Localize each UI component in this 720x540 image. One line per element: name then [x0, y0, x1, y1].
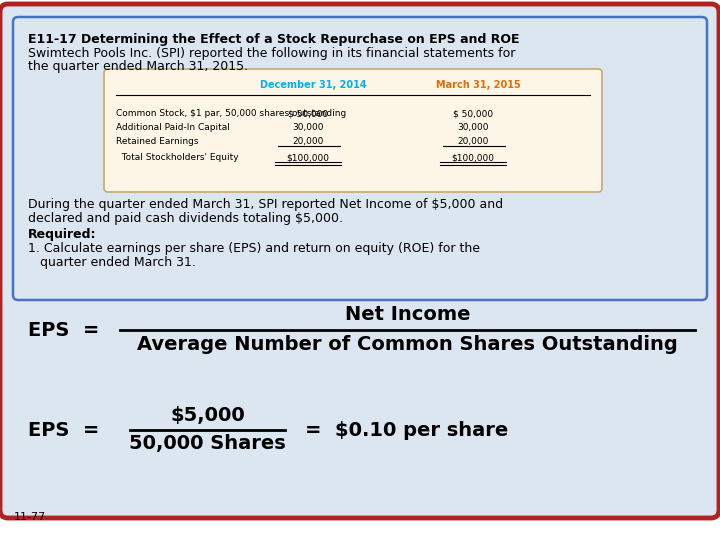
- Text: Additional Paid-In Capital: Additional Paid-In Capital: [116, 123, 230, 132]
- Text: 20,000: 20,000: [292, 137, 324, 146]
- FancyBboxPatch shape: [0, 4, 719, 518]
- Text: declared and paid cash dividends totaling $5,000.: declared and paid cash dividends totalin…: [28, 212, 343, 225]
- FancyBboxPatch shape: [104, 69, 602, 192]
- Text: Swimtech Pools Inc. (SPI) reported the following in its financial statements for: Swimtech Pools Inc. (SPI) reported the f…: [28, 47, 516, 60]
- Text: 30,000: 30,000: [292, 123, 324, 132]
- Text: Net Income: Net Income: [345, 306, 470, 325]
- Text: $100,000: $100,000: [451, 153, 495, 162]
- Text: $ 50,000: $ 50,000: [288, 109, 328, 118]
- Text: December 31, 2014: December 31, 2014: [260, 80, 366, 90]
- Text: Total Stockholders' Equity: Total Stockholders' Equity: [116, 153, 238, 162]
- Text: March 31, 2015: March 31, 2015: [436, 80, 521, 90]
- Text: 1. Calculate earnings per share (EPS) and return on equity (ROE) for the: 1. Calculate earnings per share (EPS) an…: [28, 242, 480, 255]
- Text: quarter ended March 31.: quarter ended March 31.: [28, 256, 196, 269]
- Text: 20,000: 20,000: [457, 137, 489, 146]
- Text: Average Number of Common Shares Outstanding: Average Number of Common Shares Outstand…: [137, 335, 678, 354]
- Text: 30,000: 30,000: [457, 123, 489, 132]
- Text: E11-17 Determining the Effect of a Stock Repurchase on EPS and ROE: E11-17 Determining the Effect of a Stock…: [28, 33, 520, 46]
- Text: $ 50,000: $ 50,000: [453, 109, 493, 118]
- Text: Common Stock, $1 par, 50,000 shares outstanding: Common Stock, $1 par, 50,000 shares outs…: [116, 109, 346, 118]
- Text: During the quarter ended March 31, SPI reported Net Income of $5,000 and: During the quarter ended March 31, SPI r…: [28, 198, 503, 211]
- Text: Retained Earnings: Retained Earnings: [116, 137, 199, 146]
- Text: EPS  =: EPS =: [28, 321, 99, 340]
- Text: =  $0.10 per share: = $0.10 per share: [305, 421, 508, 440]
- Text: the quarter ended March 31, 2015.: the quarter ended March 31, 2015.: [28, 60, 248, 73]
- Text: EPS  =: EPS =: [28, 421, 99, 440]
- Text: Required:: Required:: [28, 228, 96, 241]
- Text: 50,000 Shares: 50,000 Shares: [129, 435, 286, 454]
- Text: 11-77: 11-77: [14, 512, 46, 522]
- Text: $100,000: $100,000: [287, 153, 330, 162]
- FancyBboxPatch shape: [13, 17, 707, 300]
- Text: $5,000: $5,000: [170, 407, 245, 426]
